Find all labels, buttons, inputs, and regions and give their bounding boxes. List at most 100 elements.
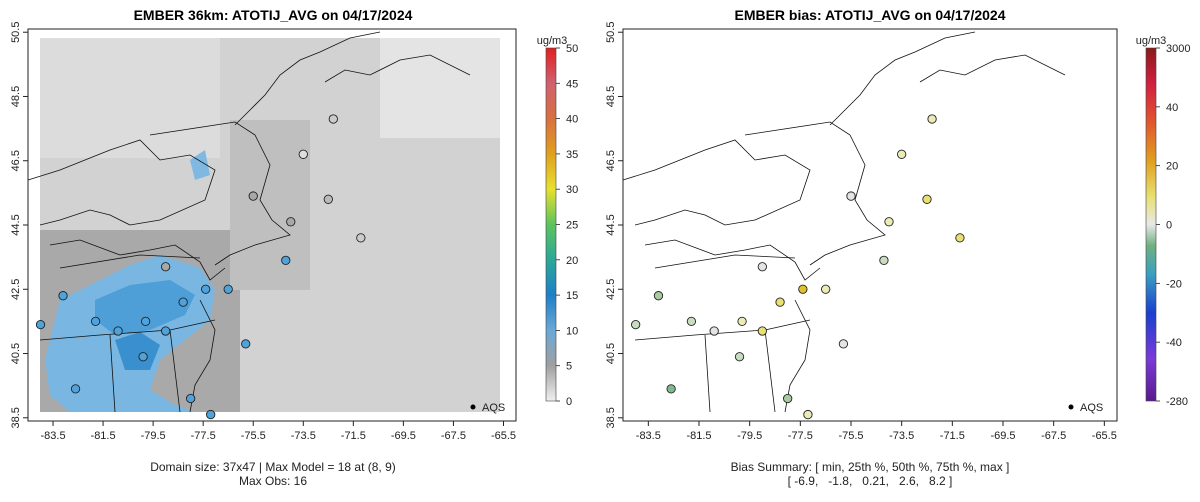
site-marker: [298, 149, 308, 159]
colorbar-label: 50: [566, 43, 578, 55]
x-tick-label: -75.5: [241, 430, 266, 442]
site-marker: [323, 194, 333, 204]
y-tick-label: 48.5: [605, 86, 617, 107]
left-legend-label: AQS: [482, 402, 505, 414]
right-caption-line-2: [ -6.9, -1.8, 0.21, 2.6, 8.2 ]: [788, 474, 953, 488]
colorbar-label: 0: [566, 396, 572, 408]
site-marker: [803, 409, 813, 420]
y-tick-label: 38.5: [10, 407, 22, 428]
x-tick-label: -69.5: [391, 430, 416, 442]
site-marker: [356, 233, 366, 243]
site-marker: [113, 326, 123, 336]
x-tick-label: -71.5: [341, 430, 366, 442]
y-tick-label: 46.5: [10, 150, 22, 171]
site-marker: [160, 326, 171, 336]
site-marker: [846, 191, 856, 201]
y-tick-label: 44.5: [605, 214, 617, 235]
x-tick-label: -69.5: [990, 430, 1015, 442]
left-colorbar-unit: ug/m3: [537, 35, 568, 47]
new-england-outline: [744, 121, 886, 266]
y-tick-label: 50.5: [605, 22, 617, 43]
colorbar-label: 5: [566, 361, 572, 373]
x-tick-label: -83.5: [636, 430, 661, 442]
site-marker: [138, 352, 148, 362]
site-marker: [734, 352, 745, 362]
lake-and-border-outline: [27, 139, 216, 226]
site-marker: [821, 284, 831, 294]
left-caption-line-2: Max Obs: 16: [239, 474, 307, 488]
site-marker: [35, 319, 46, 330]
right-colorbar: [1145, 47, 1157, 402]
y-tick-label: 38.5: [605, 407, 617, 428]
colorbar-label: 40: [1166, 102, 1178, 114]
x-tick-label: -77.5: [191, 430, 216, 442]
heatmap-low-region: [40, 38, 220, 158]
x-tick-label: -83.5: [40, 430, 65, 442]
site-marker: [653, 291, 664, 301]
left-site-markers: [35, 114, 366, 420]
right-colorbar-labels: 3000 40 20 0 -20 -40 -280: [1156, 43, 1190, 408]
right-axes: -83.5 -81.5 -79.5 -77.5 -75.5 -73.5 -71.5 -69.5…: [605, 22, 1117, 442]
site-marker: [955, 233, 965, 243]
colorbar-label: 30: [566, 184, 578, 196]
site-marker: [248, 191, 258, 201]
colorbar-label: 3000: [1166, 43, 1190, 55]
y-tick-label: 42.5: [605, 279, 617, 300]
right-colorbar-unit: ug/m3: [1136, 35, 1167, 47]
x-tick-label: -65.5: [491, 430, 516, 442]
site-marker: [90, 316, 101, 327]
site-marker: [201, 284, 211, 294]
x-tick-label: -71.5: [940, 430, 965, 442]
site-marker: [783, 393, 793, 404]
site-marker: [70, 384, 81, 394]
y-tick-label: 48.5: [10, 86, 22, 107]
right-map-outlines: [622, 31, 1066, 413]
site-marker: [241, 339, 251, 349]
site-marker: [206, 409, 216, 420]
site-marker: [686, 316, 697, 327]
site-marker: [160, 262, 171, 272]
lake-erie-ontario-outline: [644, 239, 821, 281]
left-legend-marker: [470, 404, 476, 410]
site-marker: [838, 339, 849, 349]
colorbar-label: 25: [566, 220, 578, 232]
x-tick-label: -67.5: [441, 430, 466, 442]
site-marker: [186, 393, 196, 404]
site-marker: [709, 326, 719, 336]
left-caption-line-1: Domain size: 37x47 | Max Model = 18 at (…: [150, 460, 396, 474]
heatmap-peak-region: [95, 280, 195, 335]
colorbar-label: 45: [566, 78, 578, 90]
left-colorbar-labels: 0 5 10 15 20 25 30 35 40 45 50: [556, 43, 578, 408]
x-tick-label: -73.5: [291, 430, 316, 442]
colorbar-label: 0: [1166, 220, 1172, 232]
left-heatmap: [40, 38, 500, 412]
left-map-outlines: [27, 31, 471, 413]
state-borders: [39, 254, 216, 413]
site-marker: [281, 255, 291, 265]
site-marker: [922, 194, 932, 204]
heatmap-mid-region: [230, 120, 310, 290]
colorbar-label: -280: [1166, 396, 1188, 408]
site-marker: [775, 297, 785, 307]
lake-and-border-outline: [622, 139, 811, 226]
heatmap-low-region: [380, 38, 500, 138]
lake-erie-ontario-outline: [49, 239, 226, 281]
coastline-east: [324, 54, 471, 83]
site-marker: [286, 217, 296, 227]
left-chart-title: EMBER 36km: ATOTIJ_AVG on 04/17/2024: [134, 7, 413, 23]
right-legend-marker: [1068, 404, 1074, 410]
y-tick-label: 44.5: [10, 214, 22, 235]
site-marker: [737, 316, 747, 327]
site-marker: [927, 114, 937, 124]
left-axes: -83.5 -81.5 -79.5 -77.5 -75.5 -73.5 -71.5 -69.5…: [10, 22, 516, 442]
y-tick-label: 40.5: [10, 343, 22, 364]
y-tick-label: 46.5: [605, 150, 617, 171]
site-marker: [631, 319, 641, 330]
colorbar-label: 10: [566, 325, 578, 337]
x-tick-label: -77.5: [788, 430, 813, 442]
x-tick-label: -81.5: [91, 430, 116, 442]
x-tick-label: -79.5: [737, 430, 762, 442]
right-legend-label: AQS: [1080, 402, 1103, 414]
site-marker: [178, 297, 188, 307]
